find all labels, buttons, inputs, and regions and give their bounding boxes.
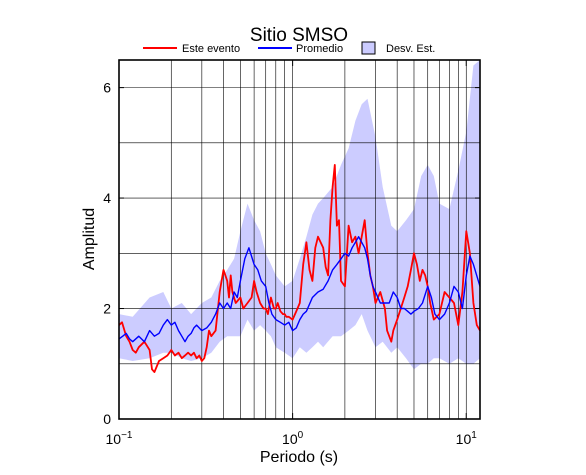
grid-layer: [118, 60, 480, 419]
std-dev-band-layer: [119, 60, 480, 370]
legend-label-este-evento: Este evento: [182, 43, 240, 55]
y-tick-label: 4: [103, 190, 111, 206]
y-tick-label: 2: [103, 301, 111, 317]
x-tick-label: 10−1: [106, 430, 133, 447]
legend: Este evento Promedio Desv. Est.: [143, 41, 435, 55]
x-axis-title: Periodo (s): [260, 449, 338, 466]
x-tick-label: 100: [282, 430, 304, 447]
series-line-este-evento: [118, 164, 481, 373]
std-dev-band: [119, 60, 480, 370]
legend-swatch-desv-est: [361, 41, 376, 55]
x-tick-label: 101: [456, 430, 478, 447]
frame-layer: [118, 59, 481, 420]
y-tick-label: 0: [103, 411, 111, 427]
series-layer: [118, 164, 481, 373]
tick-label-layer: 0 2 4 6 10−1 100 101: [103, 80, 477, 447]
legend-label-promedio: Promedio: [296, 43, 343, 55]
y-axis-title: Amplitud: [81, 208, 98, 270]
chart-title: Sitio SMSO: [250, 25, 348, 46]
y-tick-label: 6: [103, 80, 111, 96]
legend-label-desv-est: Desv. Est.: [386, 43, 435, 55]
plot-frame: [118, 59, 481, 420]
series-line-promedio: [118, 236, 481, 343]
